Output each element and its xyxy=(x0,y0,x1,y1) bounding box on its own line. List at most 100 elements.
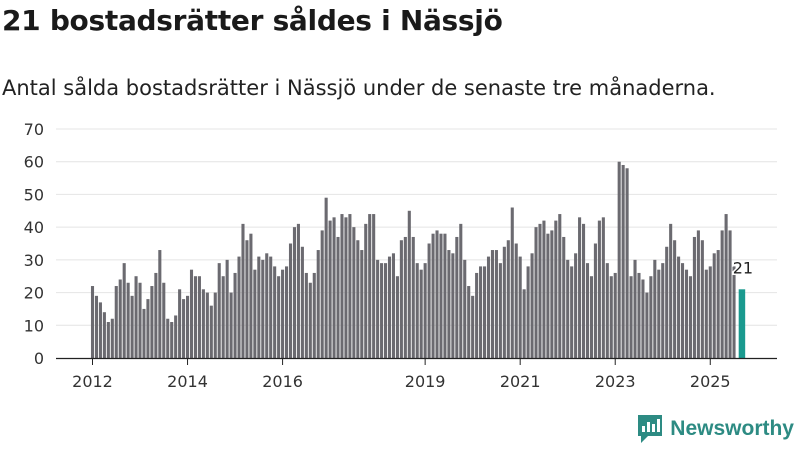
bar xyxy=(712,253,716,358)
bar xyxy=(158,250,162,358)
bar xyxy=(154,272,158,358)
bar xyxy=(475,272,479,358)
bar xyxy=(320,230,324,358)
bar xyxy=(273,266,277,358)
bar xyxy=(550,230,554,358)
bar xyxy=(380,263,384,358)
bar xyxy=(566,259,570,358)
bar xyxy=(209,305,213,358)
bar xyxy=(510,207,514,358)
bar xyxy=(197,276,201,358)
bar xyxy=(114,286,118,358)
bar xyxy=(328,220,332,358)
bar xyxy=(605,263,609,358)
bar xyxy=(467,286,471,358)
bar xyxy=(720,230,724,358)
bar xyxy=(669,223,673,358)
bar xyxy=(213,292,217,358)
bar xyxy=(479,266,483,358)
bar xyxy=(447,250,451,358)
bar xyxy=(696,230,700,358)
bar xyxy=(126,282,130,358)
bar xyxy=(205,292,209,358)
bar xyxy=(138,282,142,358)
bar xyxy=(708,266,712,358)
bar xyxy=(336,236,340,358)
bar xyxy=(684,269,689,358)
bar xyxy=(574,253,578,358)
bar xyxy=(360,250,364,358)
bar xyxy=(384,263,388,358)
bar xyxy=(170,322,174,358)
bar xyxy=(142,308,146,358)
bar xyxy=(653,259,657,358)
bar xyxy=(657,269,661,358)
bar xyxy=(609,276,613,358)
bar xyxy=(526,266,530,358)
bar xyxy=(455,236,459,358)
bar xyxy=(554,220,558,358)
bar xyxy=(593,243,597,358)
bar xyxy=(312,272,316,358)
bar xyxy=(150,286,154,358)
bar xyxy=(102,312,106,358)
x-tick-label: 2021 xyxy=(500,372,541,391)
bar xyxy=(344,217,348,358)
y-tick-label: 40 xyxy=(24,218,44,237)
bar xyxy=(589,276,594,358)
bar xyxy=(534,227,538,358)
bar xyxy=(356,240,360,358)
chart-title: 21 bostadsrätter såldes i Nässjö xyxy=(2,4,503,37)
bar xyxy=(443,233,447,358)
bar xyxy=(229,292,233,358)
bar xyxy=(296,223,300,358)
bar xyxy=(439,233,443,358)
bar xyxy=(463,259,467,358)
bar xyxy=(94,295,99,358)
bar xyxy=(530,253,534,358)
bar xyxy=(423,263,427,358)
bar xyxy=(542,220,546,358)
bar xyxy=(352,227,356,358)
bar xyxy=(688,276,693,358)
bar xyxy=(490,250,495,358)
bar xyxy=(395,276,399,358)
bar xyxy=(174,315,178,358)
bar xyxy=(162,282,166,358)
bar xyxy=(641,279,645,358)
bar xyxy=(613,272,617,358)
bar xyxy=(483,266,487,358)
bar xyxy=(285,266,289,358)
newsworthy-brand[interactable]: Newsworthy xyxy=(637,412,794,446)
bar xyxy=(471,295,475,358)
bar xyxy=(403,236,407,358)
bar xyxy=(277,276,281,358)
bar xyxy=(617,161,621,358)
bar xyxy=(90,286,95,358)
bar xyxy=(300,246,304,358)
bar xyxy=(186,295,190,358)
highlight-bar xyxy=(738,289,746,358)
bar xyxy=(241,223,245,358)
bar xyxy=(399,240,403,358)
bar xyxy=(732,266,736,358)
bar xyxy=(451,253,455,358)
bar xyxy=(558,214,562,358)
bar xyxy=(427,243,431,358)
bar xyxy=(134,276,138,358)
bar xyxy=(130,295,134,358)
x-tick-label: 2014 xyxy=(167,372,208,391)
bar-chart: 0 10 20 30 40 50 60 70 21 2012 2014 2016 2019 2021 202… xyxy=(24,120,777,391)
bar xyxy=(225,259,229,358)
bar xyxy=(237,256,241,358)
x-tick-label: 2012 xyxy=(72,372,113,391)
bar xyxy=(106,322,110,358)
bar xyxy=(372,214,376,358)
bar xyxy=(122,263,126,358)
bar xyxy=(308,282,312,358)
bar xyxy=(249,233,253,358)
bar xyxy=(257,256,261,358)
bar xyxy=(233,272,237,358)
bar xyxy=(431,233,435,358)
bar xyxy=(716,250,720,358)
